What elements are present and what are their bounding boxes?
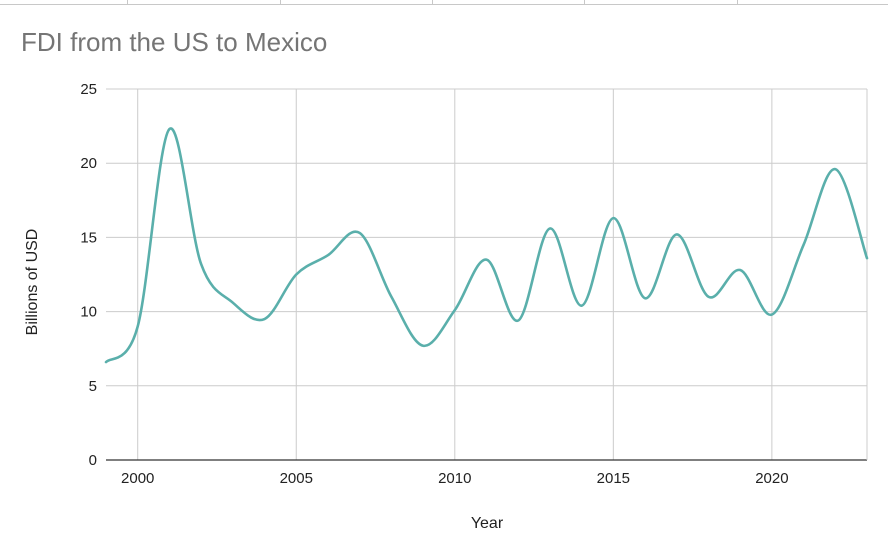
top-tick <box>127 0 128 4</box>
top-tick <box>737 0 738 4</box>
y-tick-label: 5 <box>89 378 97 395</box>
y-tick-label: 10 <box>80 304 97 321</box>
x-tick-label: 2010 <box>438 470 471 487</box>
series-line <box>104 127 869 364</box>
tick-labels: 0 5 10 15 20 25 2000 2005 2010 2015 2020 <box>80 81 788 487</box>
axes <box>106 89 868 461</box>
x-tick-label: 2005 <box>280 470 313 487</box>
y-tick-label: 25 <box>80 81 97 98</box>
x-tick-label: 2020 <box>755 470 788 487</box>
top-tick <box>432 0 433 4</box>
top-tick <box>280 0 281 4</box>
x-tick-label: 2000 <box>121 470 154 487</box>
chart-title: FDI from the US to Mexico <box>21 27 328 57</box>
top-border <box>0 0 888 5</box>
y-tick-label: 20 <box>80 155 97 172</box>
x-axis-label: Year <box>471 515 504 532</box>
y-tick-label: 0 <box>89 452 97 469</box>
y-tick-label: 15 <box>80 229 97 246</box>
y-axis-label: Billions of USD <box>24 229 41 336</box>
x-tick-label: 2015 <box>597 470 630 487</box>
top-tick <box>584 0 585 4</box>
series-layer <box>104 127 869 364</box>
grid <box>106 88 867 460</box>
